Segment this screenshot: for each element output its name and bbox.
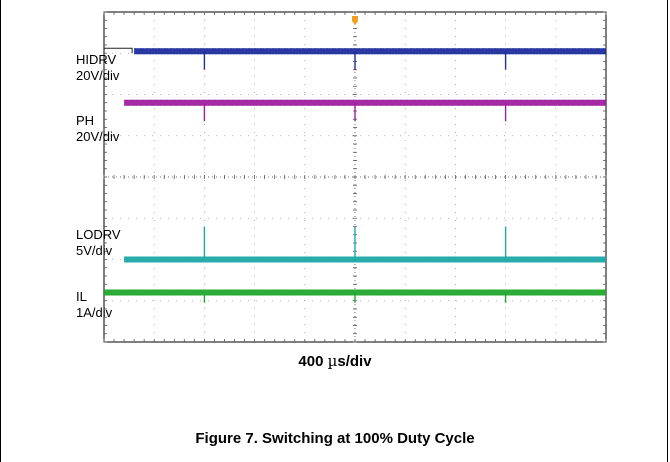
timebase-prefix: µ	[327, 352, 338, 370]
timebase-label: 400 µs/div	[0, 352, 670, 370]
lodrv-name: LODRV	[76, 227, 121, 242]
timebase-value: 400	[298, 353, 328, 370]
scope-plot	[103, 11, 607, 343]
timebase-unit: s/div	[337, 353, 372, 370]
hidrv-scale: 20V/div	[76, 68, 120, 83]
scope-traces	[104, 47, 606, 303]
scope-grid	[103, 11, 607, 343]
il-name: IL	[76, 289, 87, 304]
lodrv-scale: 5V/div	[76, 243, 113, 258]
hidrv-label: HIDRV 20V/div	[76, 52, 119, 84]
hidrv-pretrigger	[104, 47, 133, 54]
hidrv-name: HIDRV	[76, 52, 117, 67]
lodrv-label: LODRV 5V/div	[76, 227, 121, 259]
ph-label: PH 20V/div	[76, 113, 119, 145]
ph-name: PH	[76, 113, 95, 128]
figure-caption: Figure 7. Switching at 100% Duty Cycle	[195, 430, 475, 447]
ph-scale: 20V/div	[76, 129, 120, 144]
trigger-marker	[352, 16, 358, 25]
il-scale: 1A/div	[76, 305, 113, 320]
il-label: IL 1A/div	[76, 289, 112, 321]
